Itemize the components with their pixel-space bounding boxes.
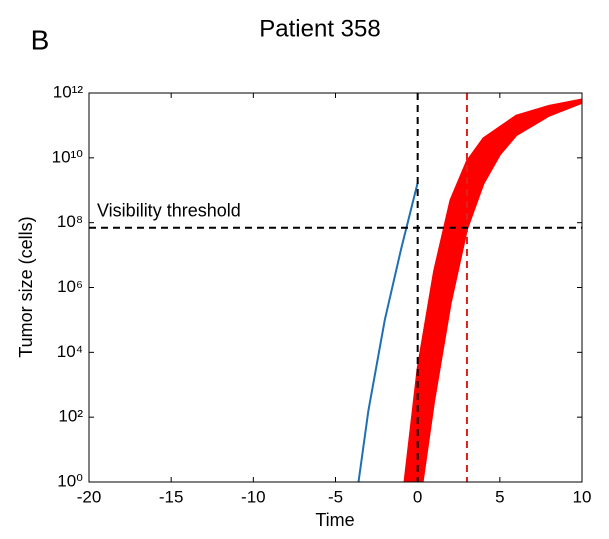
threshold-label: Visibility threshold xyxy=(97,200,241,220)
x-tick-label: -15 xyxy=(159,487,184,506)
line xyxy=(421,101,583,483)
y-tick-label: 10⁴ xyxy=(57,342,83,361)
y-tick-label: 10⁰ xyxy=(57,471,83,490)
x-tick-label: -10 xyxy=(241,487,266,506)
y-tick-label: 10² xyxy=(58,407,83,426)
line xyxy=(403,98,583,483)
y-axis-label: Tumor size (cells) xyxy=(16,216,36,357)
chart-title: Patient 358 xyxy=(259,15,380,42)
y-tick-label: 10¹⁰ xyxy=(52,147,84,166)
y-tick-label: 10⁸ xyxy=(57,212,83,231)
panel-label: B xyxy=(31,24,50,55)
x-tick-label: 0 xyxy=(413,487,422,506)
x-tick-label: 5 xyxy=(495,487,504,506)
line xyxy=(357,182,419,483)
axes-frame xyxy=(88,92,583,483)
x-tick-label: -5 xyxy=(328,487,343,506)
x-tick-label: -20 xyxy=(77,487,102,506)
band xyxy=(404,99,582,483)
y-tick-label: 10⁶ xyxy=(57,277,83,296)
y-tick-label: 10¹² xyxy=(53,82,84,101)
x-axis-label: Time xyxy=(315,510,354,530)
x-tick-label: 10 xyxy=(573,487,592,506)
